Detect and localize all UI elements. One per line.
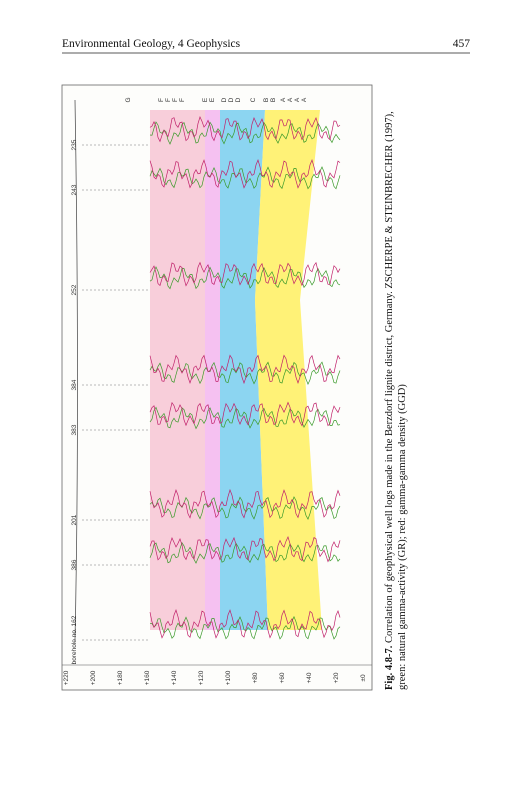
well-log — [149, 121, 341, 145]
well-log — [149, 536, 341, 563]
elevation-label: +80 — [252, 672, 259, 683]
borehole-label: 383 — [71, 424, 78, 435]
band-e — [205, 110, 220, 630]
caption-text: Correlation of geophysical well logs mad… — [384, 111, 395, 643]
layer-label: G — [125, 97, 132, 102]
elevation-label: +220 — [63, 670, 70, 685]
elevation-label: +140 — [171, 670, 178, 685]
borehole-label: 201 — [71, 514, 78, 525]
layer-label: D — [221, 97, 228, 102]
well-log — [149, 166, 341, 190]
well-log — [149, 406, 341, 430]
elevation-label: +120 — [198, 670, 205, 685]
layer-label: A — [287, 97, 294, 102]
caption-label: Fig. 4.8-7. — [384, 645, 395, 690]
well-log — [149, 401, 341, 427]
borehole-label: 235 — [71, 139, 78, 150]
well-log — [149, 261, 341, 287]
elevation-label: +180 — [117, 670, 124, 685]
surface-line — [74, 99, 78, 641]
elevation-label: +160 — [144, 670, 151, 685]
layer-label: A — [301, 97, 308, 102]
well-log — [149, 159, 341, 189]
well-log — [149, 116, 341, 143]
borehole-label: 243 — [71, 184, 78, 195]
layer-label: C — [250, 97, 257, 102]
well-log — [149, 361, 341, 385]
elevation-label: +40 — [306, 672, 313, 683]
borehole-label: 384 — [71, 379, 78, 390]
caption-line2: green: natural gamma-activity (GR); red:… — [397, 384, 408, 690]
borehole-label: 386 — [71, 559, 78, 570]
well-log — [149, 609, 341, 639]
band-a — [255, 110, 322, 630]
well-log — [149, 266, 341, 290]
elevation-label: +200 — [90, 670, 97, 685]
elevation-label: +60 — [279, 672, 286, 683]
running-title: Environmental Geology, 4 Geophysics — [62, 38, 241, 50]
layer-label: F — [158, 98, 165, 102]
layer-label: B — [263, 98, 270, 102]
layer-label: D — [235, 97, 242, 102]
layer-label: E — [209, 97, 216, 102]
well-log — [149, 488, 341, 519]
elevation-label: +100 — [225, 670, 232, 685]
page-number: 457 — [453, 38, 471, 50]
well-log — [149, 615, 341, 640]
well-log — [149, 354, 341, 385]
layer-label: B — [270, 98, 277, 102]
elevation-label: ±0 — [360, 674, 367, 682]
borehole-label: 252 — [71, 284, 78, 295]
layer-label: F — [165, 98, 172, 102]
caption-line1: Fig. 4.8-7. Correlation of geophysical w… — [384, 111, 395, 690]
borehole-label: borehole no. 162 — [71, 615, 78, 664]
layer-label: D — [228, 97, 235, 102]
elevation-label: +20 — [333, 672, 340, 683]
layer-label: F — [172, 98, 179, 102]
band-d — [220, 110, 268, 630]
layer-label: A — [294, 97, 301, 102]
layer-label: A — [280, 97, 287, 102]
layer-label: E — [202, 97, 209, 102]
layer-label: F — [179, 98, 186, 102]
